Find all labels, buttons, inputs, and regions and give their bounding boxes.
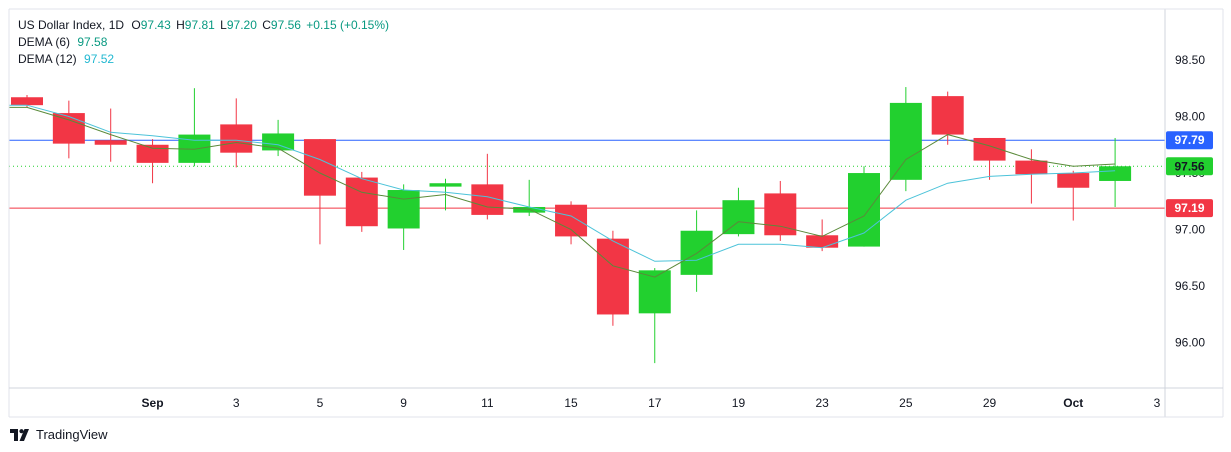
price-tick-label: 97.00 — [1175, 223, 1205, 237]
dema6-line — [9, 106, 1116, 278]
price-badge-label: 97.79 — [1174, 133, 1204, 147]
candle-body — [848, 173, 880, 247]
dema6-label: DEMA (6) — [18, 35, 71, 49]
dema12-legend-row[interactable]: DEMA (12) 97.52 — [18, 51, 389, 68]
price-tick-label: 98.50 — [1175, 53, 1205, 67]
dema6-value: 97.58 — [77, 35, 108, 49]
time-tick-label: Oct — [1063, 396, 1083, 410]
price-badges: 97.79 97.19 97.56 — [1166, 131, 1213, 218]
price-badge-label: 97.56 — [1174, 159, 1204, 173]
price-badge-97.79 — [1166, 131, 1213, 150]
candle-body — [1015, 160, 1048, 175]
time-tick-label: 23 — [815, 396, 829, 410]
candle-body — [345, 177, 378, 227]
change-value: +0.15 (+0.15%) — [306, 18, 389, 32]
dema-lines — [9, 104, 1116, 278]
open-value: 97.43 — [140, 18, 171, 32]
candle-body — [1099, 166, 1132, 181]
candle-body — [429, 183, 462, 187]
time-tick-label: 29 — [983, 396, 997, 410]
tradingview-logo[interactable]: TradingView — [10, 427, 108, 442]
candle-body — [596, 238, 629, 315]
candle-body — [387, 190, 420, 229]
candle-body — [889, 102, 922, 180]
time-tick-label: 5 — [317, 396, 324, 410]
time-tick-label: 11 — [481, 396, 494, 410]
candle-body — [513, 206, 546, 213]
high-label: H — [176, 18, 185, 32]
close-label: C — [262, 18, 271, 32]
time-tick-label: 3 — [233, 396, 240, 410]
dema12-value: 97.52 — [84, 52, 115, 66]
time-tick-label: 3 — [1154, 396, 1161, 410]
price-badge-97.56 — [1166, 157, 1213, 176]
price-badge-97.19 — [1166, 199, 1213, 218]
high-value: 97.81 — [184, 18, 215, 32]
candle-body — [722, 200, 755, 235]
price-tick-label: 96.00 — [1175, 336, 1205, 350]
candle-body — [94, 140, 127, 145]
low-value: 97.20 — [226, 18, 257, 32]
axes — [8, 8, 1224, 418]
price-tick-label: 96.50 — [1175, 279, 1205, 293]
candle-body — [303, 139, 336, 196]
candle-body — [262, 133, 295, 151]
candle-body — [1057, 173, 1090, 188]
time-tick-label: 15 — [564, 396, 578, 410]
low-label: L — [220, 18, 227, 32]
candle-body — [52, 113, 85, 144]
candle-body — [220, 124, 253, 153]
time-tick-label: Sep — [142, 396, 164, 410]
candle-body — [136, 144, 169, 163]
price-badge-label: 97.19 — [1174, 201, 1204, 215]
symbol-label[interactable]: US Dollar Index, 1D — [18, 18, 125, 32]
candle-body — [555, 204, 588, 237]
candle-body — [806, 235, 839, 248]
dema6-legend-row[interactable]: DEMA (6) 97.58 — [18, 34, 389, 51]
candle-body — [11, 97, 43, 106]
chart-legend: US Dollar Index, 1D O97.43 H97.81 L97.20… — [18, 17, 389, 68]
time-axis[interactable]: Sep 3 5 9 11 15 17 19 23 25 29 Oct 3 — [142, 396, 1161, 410]
time-tick-label: 17 — [648, 396, 662, 410]
candle-body — [931, 96, 964, 135]
dema12-label: DEMA (12) — [18, 52, 77, 66]
time-tick-label: 19 — [732, 396, 746, 410]
time-tick-label: 9 — [400, 396, 407, 410]
tradingview-icon — [10, 428, 29, 441]
dema12-line — [9, 104, 1116, 262]
candles — [11, 87, 1132, 364]
ohlc-legend-row: US Dollar Index, 1D O97.43 H97.81 L97.20… — [18, 17, 389, 34]
price-tick-label: 98.00 — [1175, 109, 1205, 123]
open-label: O — [131, 18, 141, 32]
brand-name: TradingView — [36, 427, 108, 442]
time-tick-label: 25 — [899, 396, 913, 410]
close-value: 97.56 — [270, 18, 301, 32]
